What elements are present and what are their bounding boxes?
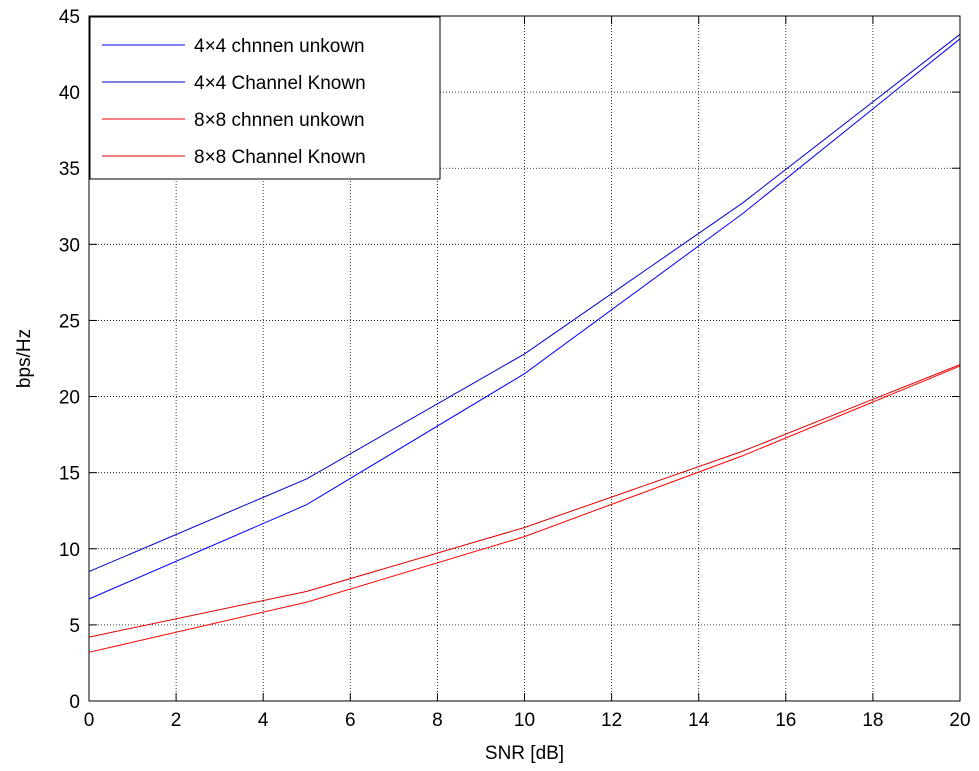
y-tick-label: 25 bbox=[59, 311, 80, 332]
x-tick-label: 16 bbox=[775, 710, 796, 731]
legend-label: 4×4 chnnen unkown bbox=[194, 36, 365, 57]
legend: 4×4 chnnen unkown 4×4 Channel Known 8×8 ch… bbox=[89, 16, 441, 180]
y-tick-label: 15 bbox=[59, 464, 80, 485]
plot-frame bbox=[88, 15, 961, 702]
x-tick-label: 6 bbox=[345, 710, 356, 731]
series-line-2 bbox=[88, 33, 961, 573]
x-axis-label: SNR [dB] bbox=[485, 743, 564, 764]
legend-label: 8×8 chnnen unkown bbox=[194, 110, 365, 131]
x-tick-label: 12 bbox=[601, 710, 622, 731]
legend-label: 4×4 Channel Known bbox=[194, 73, 366, 94]
y-tick-label: 45 bbox=[59, 7, 80, 28]
x-tick-label: 2 bbox=[171, 710, 182, 731]
y-tick-label: 10 bbox=[59, 540, 80, 561]
series-line-3 bbox=[88, 365, 961, 653]
x-tick-label: 8 bbox=[432, 710, 443, 731]
y-axis-label: bps/Hz bbox=[14, 329, 35, 388]
tick-labels: 0 2 4 6 8 10 12 14 16 18 20 0 5 10 15 20 25 30 35 40 45 bbox=[59, 7, 971, 731]
x-tick-label: 18 bbox=[862, 710, 883, 731]
y-tick-label: 5 bbox=[69, 616, 80, 637]
y-tick-label: 30 bbox=[59, 235, 80, 256]
series-line-1 bbox=[88, 38, 961, 600]
x-tick-label: 4 bbox=[258, 710, 269, 731]
x-tick-label: 0 bbox=[84, 710, 95, 731]
series-line-4 bbox=[88, 364, 961, 638]
x-tick-label: 14 bbox=[688, 710, 710, 731]
legend-label: 8×8 Channel Known bbox=[194, 147, 366, 168]
y-tick-label: 20 bbox=[59, 388, 80, 409]
legend-box bbox=[89, 16, 441, 180]
y-tick-label: 0 bbox=[69, 692, 80, 713]
y-tick-label: 35 bbox=[59, 159, 80, 180]
y-tick-label: 40 bbox=[59, 83, 80, 104]
x-tick-label: 10 bbox=[514, 710, 535, 731]
x-tick-label: 20 bbox=[949, 710, 970, 731]
series-lines bbox=[88, 33, 961, 653]
